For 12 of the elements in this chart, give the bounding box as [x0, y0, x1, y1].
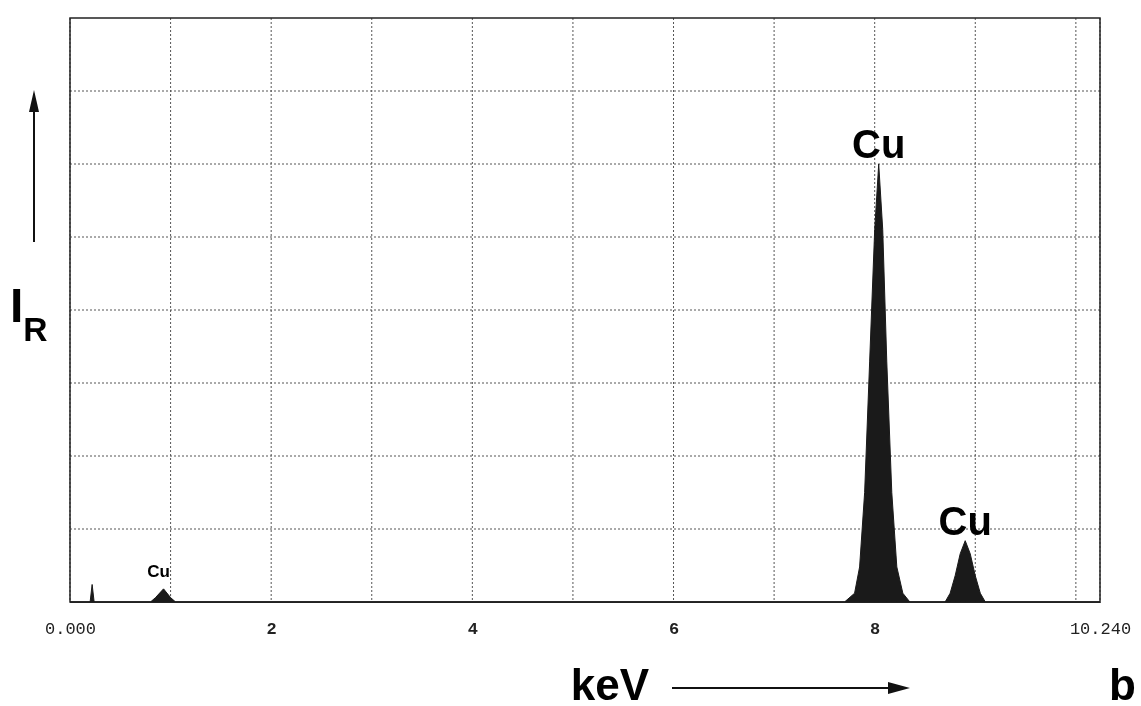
- x-axis-title: keV: [570, 660, 650, 706]
- x-tick-label: 8: [870, 620, 881, 640]
- y-axis-title: I$_{R}$: [10, 279, 48, 348]
- text: b: [1109, 660, 1136, 706]
- x-tick-label: 6: [668, 620, 680, 640]
- x-tick-label: 0.000: [44, 620, 97, 640]
- annotation: Cu: [852, 122, 906, 166]
- annotation: Cu: [938, 498, 992, 543]
- x-tick-label: 4: [467, 620, 478, 640]
- x-tick-label: 2: [266, 620, 277, 640]
- x-tick-label: 10.240: [1069, 620, 1132, 640]
- annotation: Cu: [147, 561, 170, 581]
